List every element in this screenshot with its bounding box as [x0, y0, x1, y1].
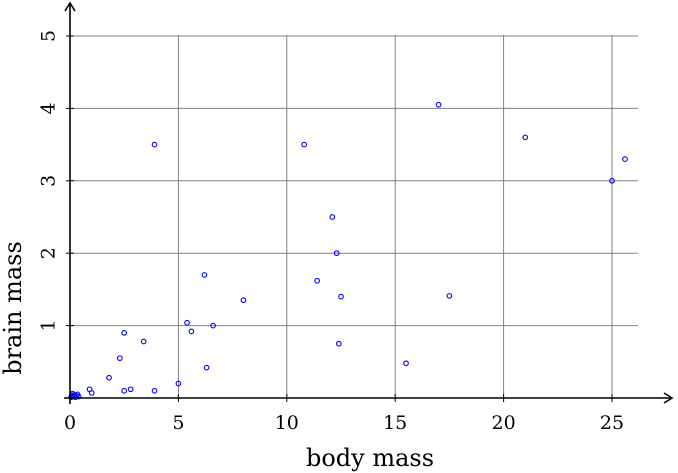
- data-point: [240, 297, 247, 304]
- x-tick-label: 20: [492, 412, 516, 434]
- data-point: [522, 134, 529, 141]
- data-point: [175, 380, 182, 387]
- data-point: [121, 329, 128, 336]
- data-point: [88, 390, 95, 396]
- grid: [70, 35, 638, 398]
- x-axis-arrow: [663, 392, 674, 404]
- data-point: [446, 293, 453, 299]
- data-point: [203, 364, 210, 371]
- data-point: [151, 387, 158, 394]
- y-axis-arrow: [64, 1, 76, 12]
- data-points: [68, 101, 628, 401]
- data-point: [117, 355, 123, 362]
- x-axis-title: body mass: [306, 444, 434, 472]
- data-point: [121, 387, 128, 394]
- data-point: [188, 328, 195, 335]
- data-point: [140, 338, 147, 345]
- data-point: [210, 322, 216, 329]
- origin-label: 0: [64, 412, 76, 434]
- axes: [64, 1, 674, 404]
- y-tick-label: 1: [38, 320, 60, 332]
- data-point: [75, 393, 82, 400]
- data-point: [622, 156, 628, 162]
- y-tick-label: 2: [38, 247, 60, 259]
- data-point: [333, 250, 340, 257]
- data-point: [106, 374, 112, 381]
- y-tick-label: 4: [38, 102, 60, 114]
- data-point: [184, 319, 190, 326]
- data-point: [329, 214, 336, 220]
- data-point: [151, 141, 158, 148]
- data-point: [201, 272, 208, 278]
- x-tick-label: 10: [275, 412, 299, 434]
- x-tick-label: 15: [383, 412, 407, 434]
- x-tick-label: 25: [600, 412, 624, 434]
- ticks: 510152025303540455012345: [38, 30, 624, 434]
- data-point: [301, 141, 307, 148]
- data-point: [127, 386, 134, 393]
- y-tick-label: 5: [38, 30, 60, 42]
- data-point: [335, 340, 342, 347]
- data-point: [314, 277, 321, 284]
- y-axis-title: brain mass: [0, 241, 27, 375]
- x-tick-label: 5: [172, 412, 184, 434]
- data-point: [435, 101, 442, 108]
- y-tick-label: 3: [38, 175, 60, 187]
- data-point: [403, 360, 409, 367]
- data-point: [338, 293, 344, 300]
- data-point: [609, 177, 615, 184]
